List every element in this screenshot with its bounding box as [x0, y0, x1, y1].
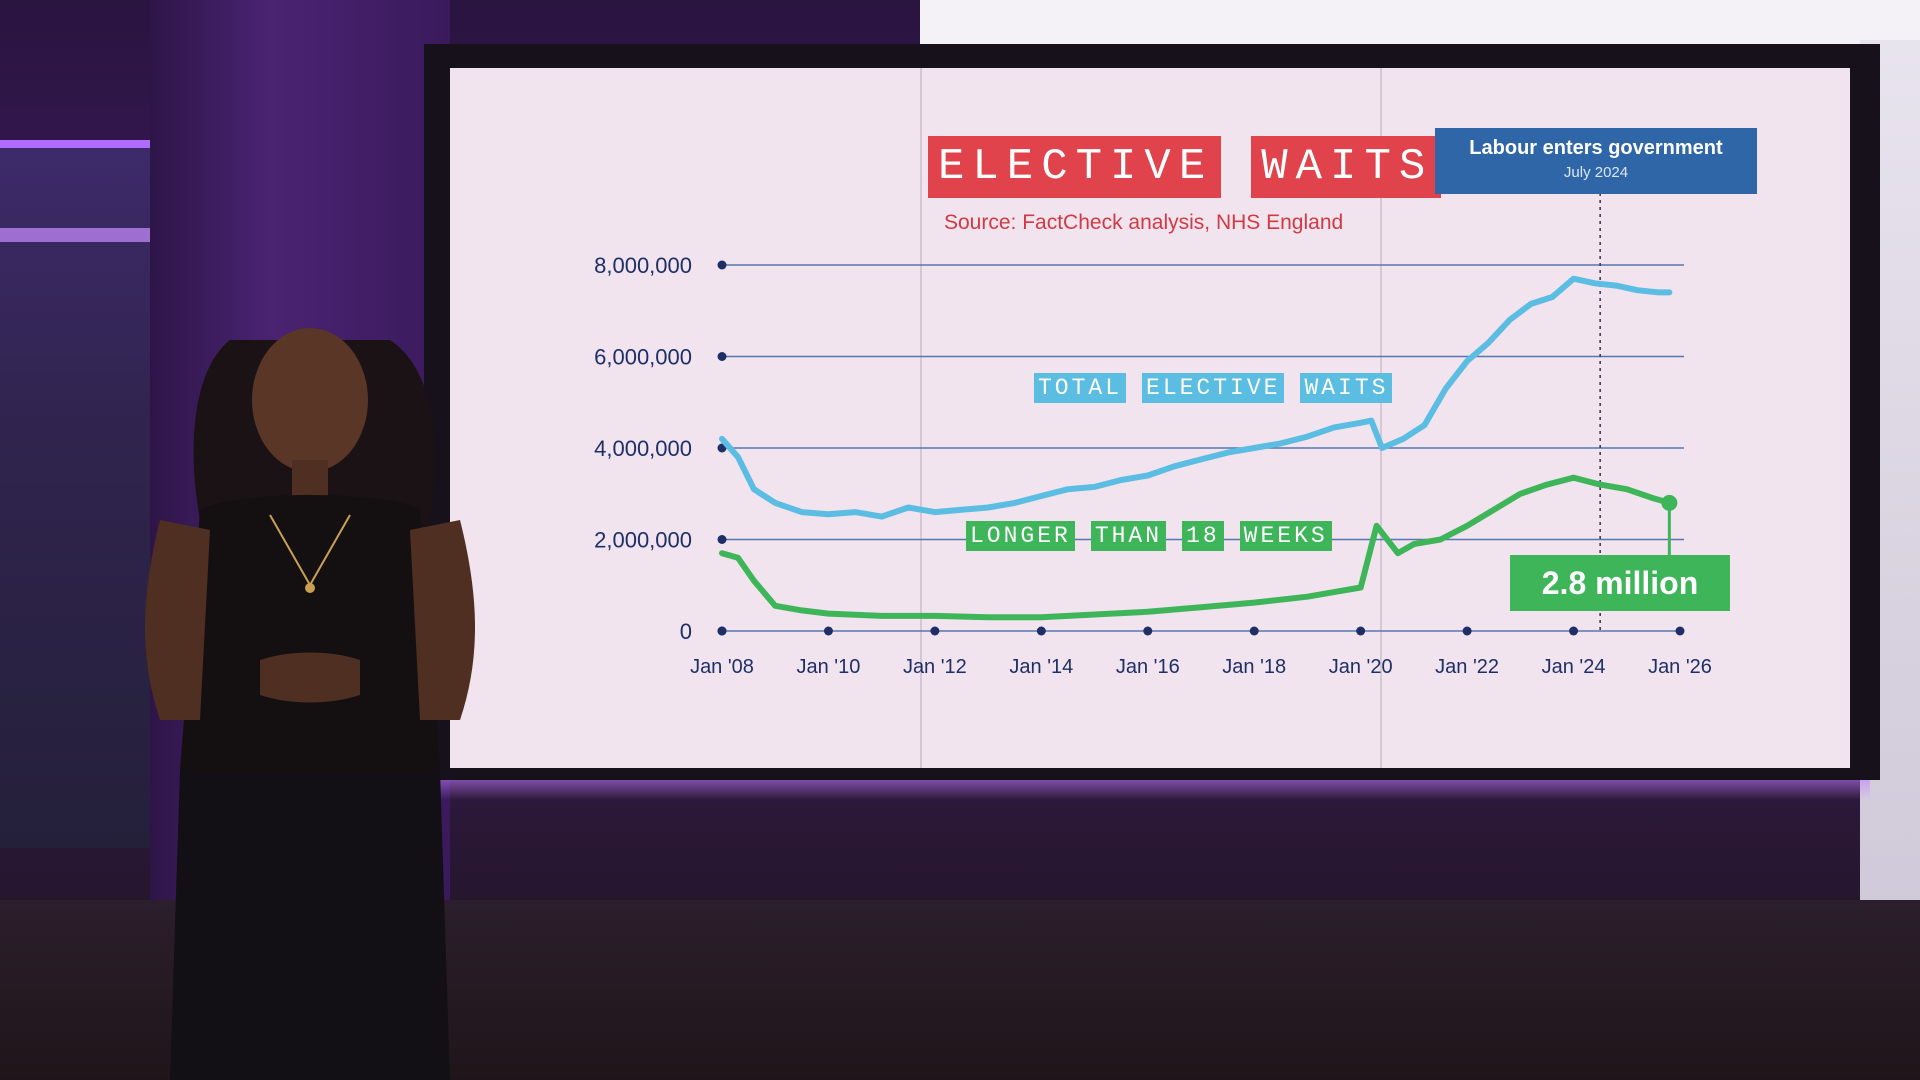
y-tick-label: 4,000,000	[594, 436, 692, 461]
value-callout: 2.8 million	[1510, 555, 1730, 611]
annotation-subtitle: July 2024	[1563, 164, 1629, 181]
x-tick-label: Jan '22	[1435, 656, 1499, 678]
y-axis-dot	[717, 260, 727, 270]
chart-source: Source: FactCheck analysis, NHS England	[944, 211, 1344, 234]
x-tick-label: Jan '08	[690, 656, 754, 678]
chart-title: ELECTIVE WAITS	[928, 136, 1442, 198]
x-axis-dot	[1569, 626, 1579, 636]
x-axis-dot	[930, 626, 940, 636]
presenter-figure	[145, 328, 475, 1080]
series-line-longer-than-18-weeks	[719, 474, 1673, 621]
y-tick-label: 6,000,000	[594, 345, 692, 370]
x-tick-label: Jan '26	[1648, 656, 1712, 678]
series-label-word: THAN	[1090, 521, 1167, 551]
x-tick-label: Jan '14	[1009, 656, 1073, 678]
studio-left-panel	[0, 140, 160, 848]
x-axis-dot	[1356, 626, 1366, 636]
x-tick-label: Jan '20	[1329, 656, 1393, 678]
x-axis-dot	[717, 626, 727, 636]
series-label-word: WEEKS	[1239, 521, 1332, 551]
x-axis-dot	[1249, 626, 1259, 636]
chart-title-word: WAITS	[1251, 136, 1442, 198]
chart-plot-area: 0 2,000,000 4,000,000 6,000,000 8,000,000 Jan…	[594, 193, 1712, 678]
x-axis-dot	[1036, 626, 1046, 636]
video-wall-chart: 0 2,000,000 4,000,000 6,000,000 8,000,000 Jan…	[450, 68, 1850, 768]
x-tick-label: Jan '18	[1222, 656, 1286, 678]
x-tick-label: Jan '10	[797, 656, 861, 678]
series-label-over-18-weeks: LONGER THAN 18 WEEKS	[966, 521, 1332, 551]
series-label-word: ELECTIVE	[1142, 373, 1285, 403]
series-label-word: LONGER	[966, 521, 1075, 551]
x-tick-label: Jan '24	[1542, 656, 1606, 678]
y-tick-label: 8,000,000	[594, 253, 692, 278]
left-panel-light-strip	[0, 228, 160, 242]
screen-panel-seam	[1380, 68, 1382, 768]
series-label-total: TOTAL ELECTIVE WAITS	[1034, 373, 1393, 403]
y-tick-label: 0	[680, 619, 692, 644]
screen-panel-seam	[920, 68, 922, 768]
y-axis-dot	[717, 535, 727, 544]
chart-title-word: ELECTIVE	[928, 136, 1222, 198]
series-label-word: TOTAL	[1034, 373, 1127, 403]
y-axis-dot	[717, 352, 727, 361]
callout-point	[1661, 494, 1678, 511]
series-line-total-elective-waits	[719, 275, 1673, 520]
annotation-box: Labour enters government July 2024	[1435, 128, 1757, 194]
x-axis-dot	[1143, 626, 1153, 636]
x-axis-dot	[1462, 626, 1472, 636]
x-tick-label: Jan '12	[903, 656, 967, 678]
annotation-title: Labour enters government	[1469, 137, 1723, 159]
x-axis-dot	[1675, 626, 1685, 636]
series-label-word: WAITS	[1300, 373, 1393, 403]
series-label-word: 18	[1182, 521, 1224, 551]
y-tick-label: 2,000,000	[594, 528, 692, 553]
x-tick-label: Jan '16	[1116, 656, 1180, 678]
x-axis-dot	[823, 626, 833, 636]
